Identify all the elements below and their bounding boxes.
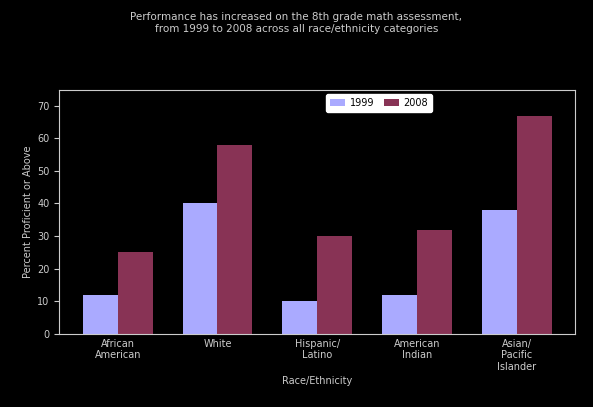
- Bar: [282, 301, 317, 334]
- Bar: [83, 295, 117, 334]
- Bar: [482, 210, 517, 334]
- Bar: [517, 116, 551, 334]
- Bar: [417, 230, 452, 334]
- Bar: [218, 145, 253, 334]
- X-axis label: Race/Ethnicity: Race/Ethnicity: [282, 376, 352, 386]
- Text: Performance has increased on the 8th grade math assessment,
from 1999 to 2008 ac: Performance has increased on the 8th gra…: [130, 12, 463, 34]
- Bar: [382, 295, 417, 334]
- Y-axis label: Percent Proficient or Above: Percent Proficient or Above: [23, 145, 33, 278]
- Bar: [117, 252, 152, 334]
- Bar: [317, 236, 352, 334]
- Bar: [183, 204, 218, 334]
- Legend: 1999, 2008: 1999, 2008: [326, 94, 432, 112]
